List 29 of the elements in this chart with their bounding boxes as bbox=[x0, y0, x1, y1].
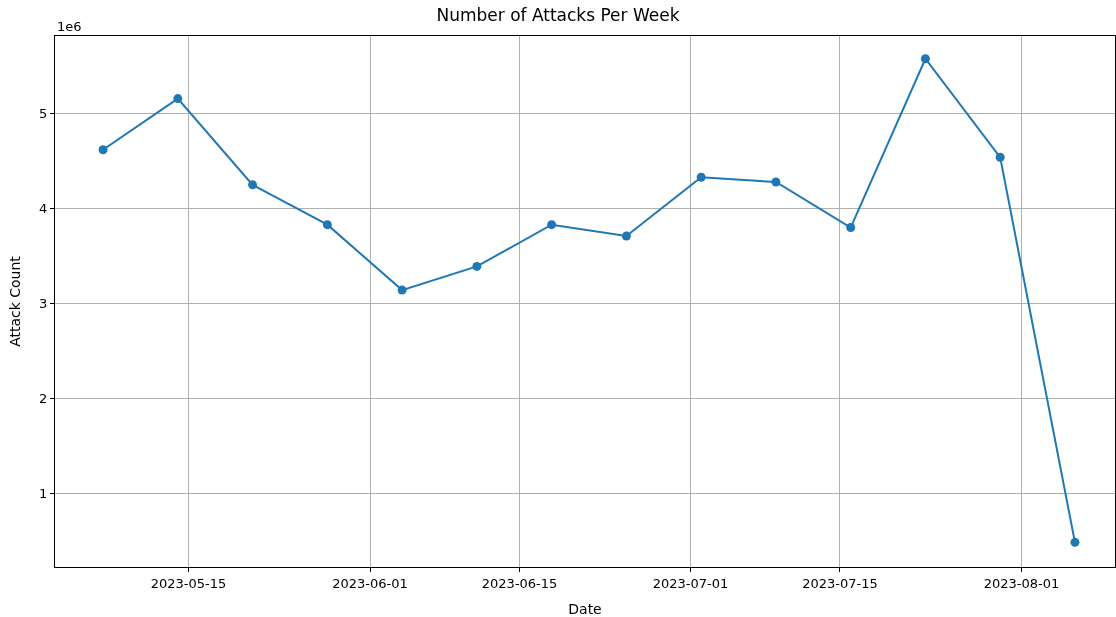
point bbox=[472, 261, 482, 271]
point bbox=[1070, 537, 1080, 547]
y-tick-label: 1 bbox=[39, 485, 48, 501]
y-tick-label: 2 bbox=[39, 390, 48, 406]
point bbox=[846, 223, 856, 233]
point bbox=[696, 172, 706, 182]
y-axis-title: Attack Count bbox=[6, 255, 23, 347]
x-tick-label: 2023-08-01 bbox=[983, 575, 1060, 591]
y-tick-label: 4 bbox=[39, 201, 48, 217]
x-tick-label: 2023-05-15 bbox=[150, 575, 227, 591]
point bbox=[322, 220, 332, 230]
point bbox=[98, 145, 108, 155]
x-tick-label: 2023-07-01 bbox=[652, 575, 729, 591]
point bbox=[547, 220, 557, 230]
y-tick-label: 5 bbox=[39, 106, 48, 122]
point bbox=[173, 94, 183, 104]
text: 1e6 bbox=[57, 19, 82, 34]
x-tick-label: 2023-06-15 bbox=[481, 575, 558, 591]
point bbox=[920, 54, 930, 64]
point bbox=[771, 177, 781, 187]
point bbox=[995, 152, 1005, 162]
chart-title: Number of Attacks Per Week bbox=[436, 5, 680, 26]
x-tick-label: 2023-07-15 bbox=[802, 575, 878, 591]
y-tick-label: 3 bbox=[39, 295, 48, 311]
point bbox=[397, 285, 407, 295]
point bbox=[248, 180, 258, 190]
point bbox=[621, 231, 631, 241]
x-axis-title: Date bbox=[568, 601, 602, 617]
x-tick-label: 2023-06-01 bbox=[332, 575, 408, 591]
